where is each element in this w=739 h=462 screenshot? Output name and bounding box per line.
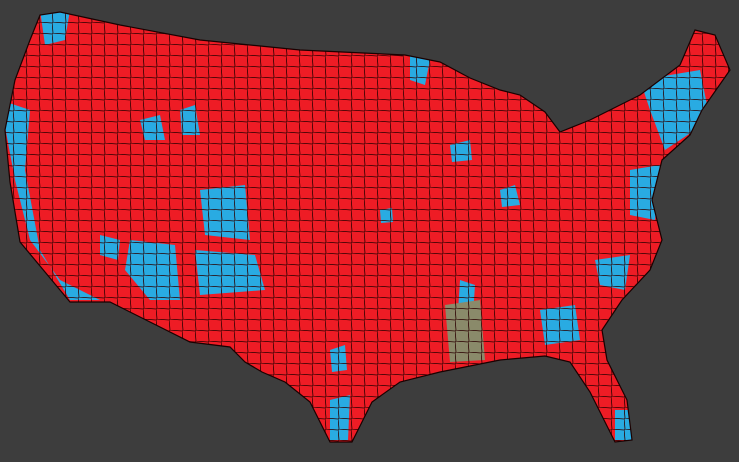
page [4,11,731,443]
county-map [4,11,731,443]
